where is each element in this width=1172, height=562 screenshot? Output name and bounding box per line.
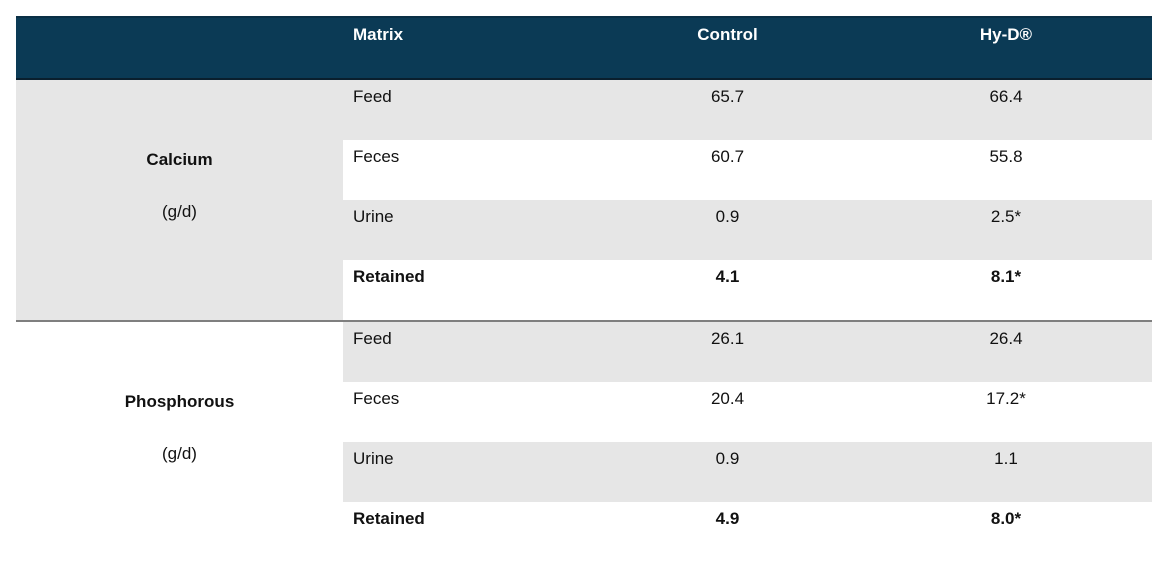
group-unit: (g/d)	[162, 444, 197, 463]
matrix-cell: Retained	[353, 509, 425, 528]
matrix-cell: Feces	[353, 389, 400, 408]
table-row: Feed 65.7 66.4	[343, 80, 1152, 140]
group-name: Calcium	[146, 150, 213, 169]
hyd-cell: 26.4	[989, 329, 1023, 348]
hyd-cell: 17.2*	[986, 389, 1026, 408]
matrix-cell: Urine	[353, 207, 394, 226]
matrix-cell: Urine	[353, 449, 394, 468]
control-cell: 60.7	[710, 147, 745, 166]
group-label-phosphorous: Phosphorous (g/d)	[16, 322, 343, 562]
group-name: Phosphorous	[124, 392, 235, 411]
matrix-cell: Retained	[353, 267, 425, 286]
table-header: Matrix Control Hy-D®	[16, 16, 1152, 80]
control-cell: 4.1	[715, 267, 740, 286]
matrix-cell: Feces	[353, 147, 400, 166]
table-row: Urine 0.9 1.1	[343, 442, 1152, 502]
hyd-cell: 55.8	[989, 147, 1023, 166]
table-row: Retained 4.1 8.1*	[343, 260, 1152, 320]
hyd-cell: 66.4	[989, 87, 1023, 106]
hyd-cell: 2.5*	[990, 207, 1022, 226]
header-hyd: Hy-D®	[979, 25, 1033, 44]
control-cell: 26.1	[710, 329, 745, 348]
table-row: Feed 26.1 26.4	[343, 322, 1152, 382]
table-row: Feces 60.7 55.8	[343, 140, 1152, 200]
control-cell: 4.9	[715, 509, 740, 528]
group-phosphorous: Phosphorous (g/d) Feed 26.1 26.4 Feces 2…	[16, 320, 1152, 562]
control-cell: 0.9	[715, 207, 740, 226]
matrix-cell: Feed	[353, 87, 392, 106]
control-cell: 0.9	[715, 449, 740, 468]
control-cell: 20.4	[710, 389, 745, 408]
group-unit: (g/d)	[162, 202, 197, 221]
results-table: Matrix Control Hy-D® Calcium (g/d) Feed …	[16, 16, 1152, 562]
matrix-cell: Feed	[353, 329, 392, 348]
hyd-cell: 1.1	[994, 449, 1018, 468]
group-label-calcium: Calcium (g/d)	[16, 80, 343, 320]
group-calcium: Calcium (g/d) Feed 65.7 66.4 Feces 60.7 …	[16, 80, 1152, 320]
header-control: Control	[697, 25, 758, 44]
hyd-cell: 8.1*	[990, 267, 1022, 286]
table-row: Retained 4.9 8.0*	[343, 502, 1152, 562]
table-row: Feces 20.4 17.2*	[343, 382, 1152, 442]
header-matrix: Matrix	[353, 25, 404, 44]
hyd-cell: 8.0*	[990, 509, 1022, 528]
control-cell: 65.7	[710, 87, 745, 106]
table-row: Urine 0.9 2.5*	[343, 200, 1152, 260]
